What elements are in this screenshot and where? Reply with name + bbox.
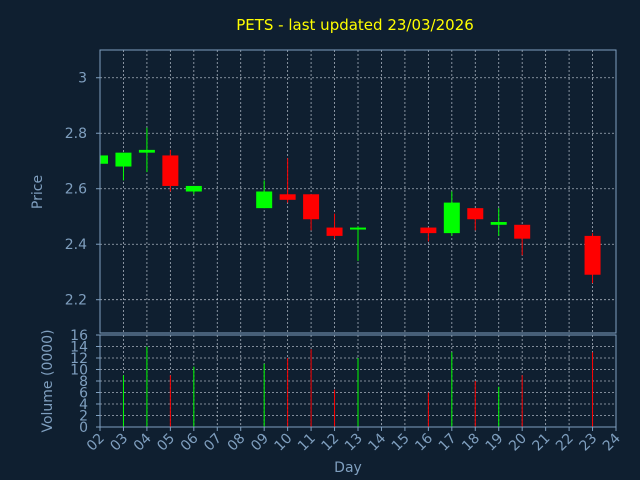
x-tick-label: 16 (412, 430, 436, 454)
volume-tick-label: 14 (70, 340, 88, 356)
x-tick-label: 17 (436, 431, 460, 455)
candle-body (490, 222, 507, 225)
candle-05 (162, 149, 179, 192)
candle-13 (350, 226, 366, 261)
price-candles (99, 127, 601, 284)
axis-tick-labels: 02 03 04 05 06 07 08 09 10 11 12 13 14 15 16 17 18 19 20 21… (65, 71, 624, 455)
candle-17 (443, 191, 460, 236)
x-tick-label: 23 (576, 431, 600, 455)
candle-19 (490, 208, 507, 236)
candle-body (279, 194, 296, 200)
x-tick-label: 19 (483, 431, 507, 455)
volume-tick-label: 10 (70, 363, 88, 379)
volume-tick-label: 16 (70, 328, 88, 344)
x-axis-title: Day (334, 460, 362, 476)
x-tick-label: 13 (342, 431, 366, 455)
candle-body (350, 227, 366, 230)
volume-tick-label: 8 (79, 374, 88, 390)
candle-body (185, 185, 202, 192)
volume-tick-label: 12 (70, 351, 88, 367)
volume-tick-label: 2 (79, 409, 88, 425)
x-tick-label: 18 (459, 431, 483, 455)
volume-axis-title: Volume (0000) (40, 329, 56, 432)
x-tick-label: 03 (107, 431, 131, 455)
price-axis-title: Price (30, 175, 46, 209)
x-tick-label: 14 (365, 430, 389, 454)
candle-body (443, 202, 460, 234)
candle-23 (584, 233, 601, 284)
candle-03 (115, 152, 132, 181)
price-tick-label: 2.8 (65, 126, 87, 142)
x-tick-label: 09 (248, 431, 272, 455)
candle-body (584, 235, 601, 275)
volume-bars (122, 346, 594, 427)
price-panel-frame (99, 49, 617, 334)
volume-tick-label: 0 (79, 420, 88, 436)
x-tick-label: 24 (600, 430, 624, 454)
volume-tick-label: 4 (79, 397, 88, 413)
x-tick-label: 12 (318, 431, 342, 455)
x-tick-label: 07 (201, 431, 225, 455)
price-grid (99, 50, 617, 333)
candle-12 (326, 213, 343, 239)
price-tick-label: 3 (78, 71, 87, 87)
x-tick-label: 06 (178, 430, 202, 454)
price-tick-label: 2.6 (65, 182, 87, 198)
candle-10 (279, 158, 296, 203)
candle-11 (303, 194, 320, 231)
candle-02 (99, 152, 108, 164)
x-tick-label: 05 (154, 431, 178, 455)
candle-body (256, 191, 273, 209)
x-tick-label: 22 (553, 431, 577, 455)
x-tick-label: 15 (389, 431, 413, 455)
volume-panel-frame (99, 334, 617, 428)
candle-body (514, 224, 531, 239)
x-tick-label: 04 (131, 430, 155, 454)
candle-09 (256, 180, 273, 209)
price-tick-label: 2.4 (65, 237, 87, 253)
x-tick-label: 10 (272, 431, 296, 455)
x-tick-label: 11 (295, 431, 319, 455)
candle-body (115, 152, 132, 167)
candle-06 (185, 185, 202, 195)
chart-title: PETS - last updated 23/03/2026 (236, 16, 474, 34)
candle-body (138, 149, 155, 153)
candle-body (326, 227, 343, 236)
price-tick-label: 2.2 (65, 293, 87, 309)
candle-18 (467, 208, 484, 231)
x-tick-label: 08 (225, 431, 249, 455)
candle-body (303, 194, 320, 220)
candle-body (100, 155, 108, 164)
candle-body (420, 227, 437, 234)
candle-body (162, 155, 179, 186)
candle-04 (138, 127, 155, 173)
candle-16 (420, 227, 437, 242)
x-tick-label: 21 (530, 431, 554, 455)
candle-20 (514, 224, 531, 256)
candle-body (467, 208, 484, 220)
x-tick-label: 20 (506, 431, 530, 455)
volume-tick-label: 6 (79, 386, 88, 402)
